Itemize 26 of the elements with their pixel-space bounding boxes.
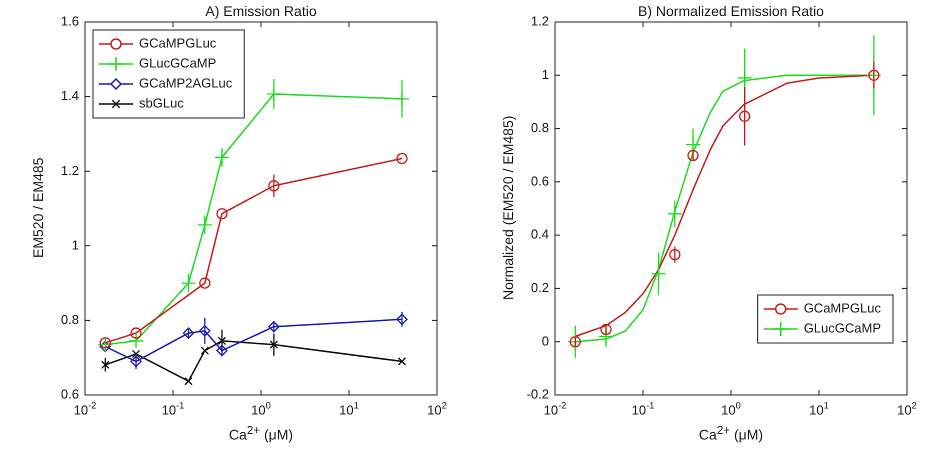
y-tick-label: 1 [72,237,80,252]
chart-title: A) Emission Ratio [204,3,318,19]
y-tick-label: 0 [542,333,550,348]
legend-label: GCaMPGLuc [139,36,217,51]
x-axis-title: Ca$^{2+}$ (μM) [228,424,294,443]
y-tick-label: 1.6 [60,14,80,29]
y-tick-label: 1.4 [60,88,80,104]
y-tick-label: 1.2 [60,162,80,178]
y-tick-label: 0.2 [530,280,550,296]
y-tick-label: 0.6 [60,386,80,402]
legend-label: GLucGCaMP [139,56,216,71]
y-axis-title: Normalized (EM520 / EM485) [500,116,516,300]
y-tick-label: 0.4 [530,226,550,242]
legend-label: GLucGCaMP [804,320,882,336]
legend-label: sbGLuc [139,96,184,111]
y-tick-label: -0.2 [526,386,550,402]
y-tick-label: 0.6 [530,173,550,188]
legend-label: GCaMPGLuc [804,300,882,316]
y-tick-label: 1 [542,66,550,82]
legend-label: GCaMP2AGLuc [139,76,233,91]
x-axis-title: Ca$^{2+}$ (μM) [698,424,764,443]
y-tick-label: 1.2 [530,14,550,29]
y-tick-label: 0.8 [60,312,80,327]
y-axis-title: EM520 / EM485 [30,158,46,258]
y-tick-label: 0.8 [530,120,550,136]
chart-title: B) Normalized Emission Ratio [637,3,825,19]
